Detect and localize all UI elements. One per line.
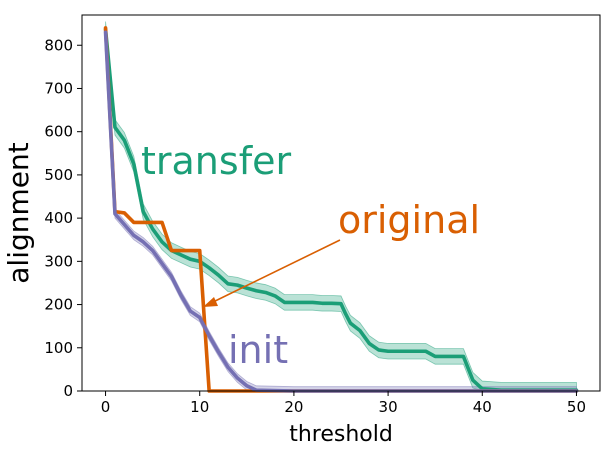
annotation-init: init <box>228 328 288 372</box>
y-axis-label: alignment <box>2 142 35 283</box>
y-tick-label: 500 <box>44 166 73 184</box>
x-tick-label: 40 <box>473 398 492 416</box>
plot-frame <box>81 14 601 392</box>
series-lines <box>103 26 579 393</box>
y-tick-label: 200 <box>44 296 73 314</box>
x-tick-label: 0 <box>101 398 111 416</box>
x-tick-label: 10 <box>190 398 209 416</box>
annotation-transfer: transfer <box>141 139 291 183</box>
line-init <box>103 30 579 393</box>
y-tick-label: 600 <box>44 123 73 141</box>
y-tick-label: 800 <box>44 36 73 54</box>
annotation-arrow-shaft <box>206 239 341 306</box>
x-tick-label: 30 <box>379 398 398 416</box>
y-tick-label: 300 <box>44 252 73 270</box>
x-axis-ticks: 0 10 20 30 40 50 <box>101 391 586 416</box>
x-axis-label: threshold <box>289 422 393 447</box>
x-tick-label: 50 <box>567 398 586 416</box>
y-tick-label: 700 <box>44 79 73 97</box>
annotation-arrow-head <box>203 297 218 307</box>
line-original <box>103 26 579 393</box>
y-tick-label: 0 <box>63 382 73 400</box>
annotation-original: original <box>338 198 480 242</box>
y-axis-ticks: 0 100 200 300 400 500 600 700 800 <box>44 36 82 400</box>
x-tick-label: 20 <box>284 398 303 416</box>
y-tick-label: 100 <box>44 339 73 357</box>
y-tick-label: 400 <box>44 209 73 227</box>
